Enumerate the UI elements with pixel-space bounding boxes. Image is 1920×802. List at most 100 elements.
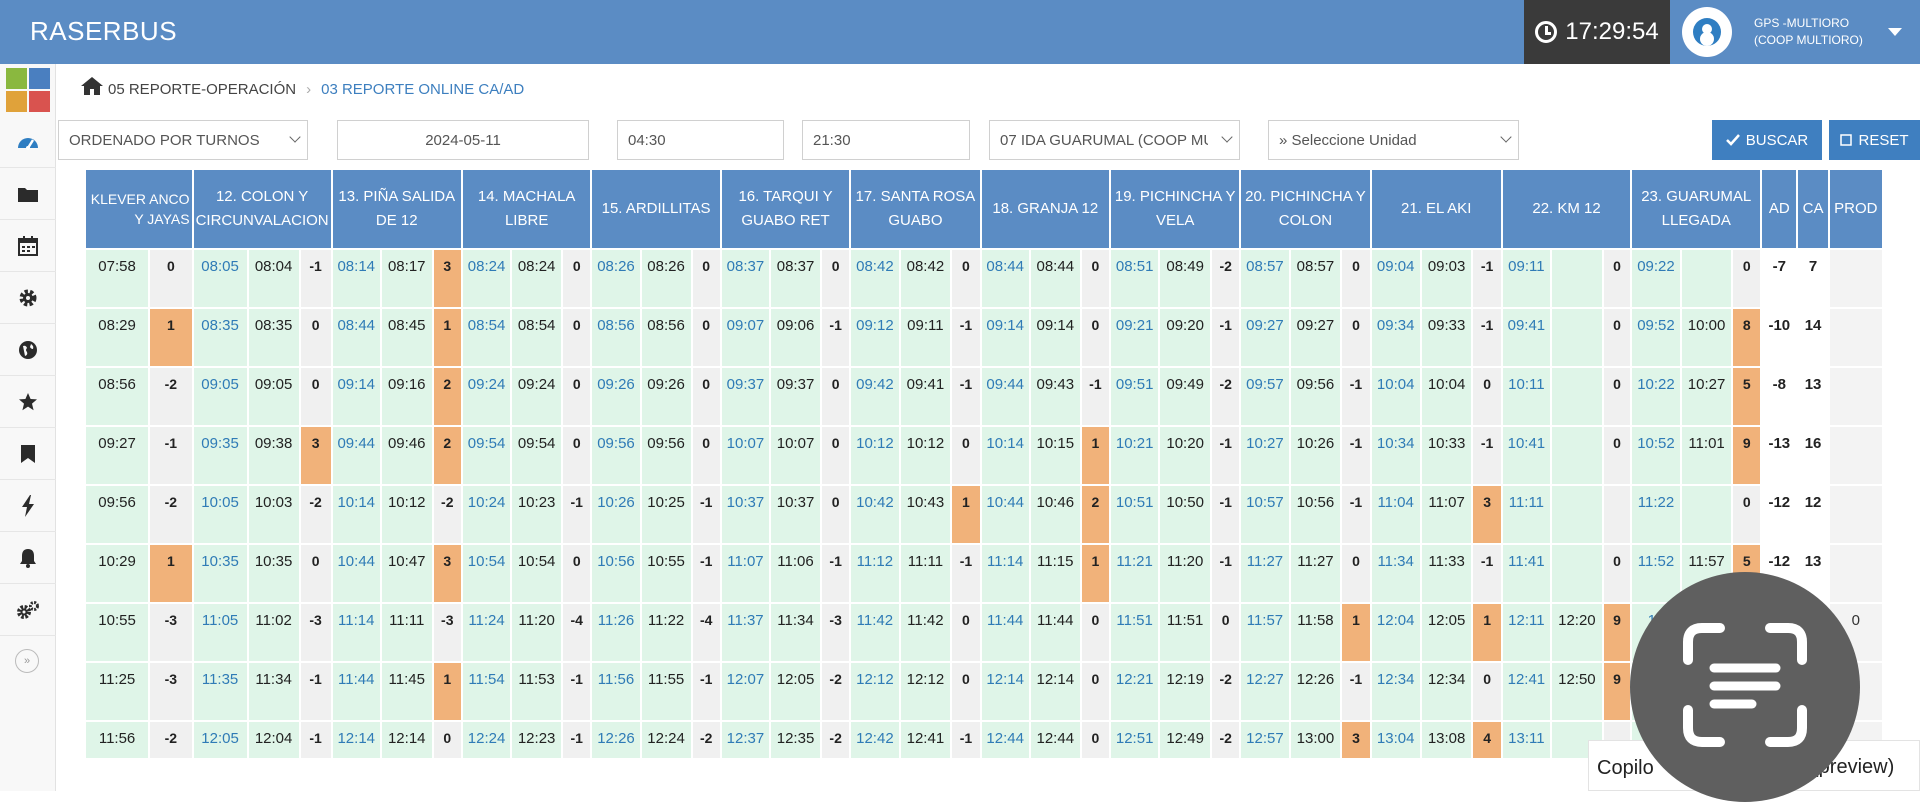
real-time-cell: 12:20 [1552,604,1602,661]
chevron-down-icon[interactable] [1888,28,1902,36]
bolt-icon[interactable] [0,480,56,532]
real-time-cell: 11:42 [900,604,951,661]
time-from-field[interactable]: 04:30 [617,120,784,160]
real-time-cell: 12:50 [1552,663,1602,720]
real-time-cell [1681,250,1732,307]
scan-text-icon[interactable] [1680,620,1810,750]
deviation-cell: -1 [1212,545,1240,602]
deviation-cell: -1 [1342,368,1370,425]
gears-icon[interactable] [0,584,56,636]
order-select[interactable]: ORDENADO POR TURNOS [58,120,308,160]
real-time-cell: 11:22 [641,604,691,661]
planned-time-cell: 11:27 [1241,545,1289,602]
planned-time-cell: 12:41 [1502,663,1550,720]
deviation-cell: -1 [1342,427,1370,484]
user-menu[interactable]: GPS -MULTIORO (COOP MULTIORO) [1670,0,1920,64]
real-time-cell: 08:57 [1290,250,1341,307]
planned-time-cell: 08:44 [332,309,380,366]
real-time-cell: 12:05 [771,663,820,720]
planned-time-cell: 12:14 [332,722,380,758]
table-row[interactable]: 09:56 -2 10:05 10:03 -2 10:14 10:12 -2 10:24 10:2… [86,486,1882,543]
deviation-cell: -1 [1342,486,1370,543]
planned-time-cell: 10:05 [193,486,247,543]
unit-select[interactable]: » Seleccione Unidad [1268,120,1519,160]
deviation-cell: 3 [300,427,331,484]
deviation-cell: 0 [1081,604,1110,661]
table-row[interactable]: 08:56 -2 09:05 09:05 0 09:14 09:16 2 09:24 09:24 0… [86,368,1882,425]
table-row[interactable]: 09:27 -1 09:35 09:38 3 09:44 09:46 2 09:54 09:54 0… [86,427,1882,484]
planned-time-cell: 12:34 [1371,663,1420,720]
deviation-cell: -2 [821,722,850,758]
time-to-field[interactable]: 21:30 [802,120,970,160]
planned-time-cell: 11:41 [1502,545,1550,602]
search-button-label: BUSCAR [1745,131,1809,149]
deviation-cell: 0 [1603,309,1631,366]
table-row[interactable]: 11:25 -3 11:35 11:34 -1 11:44 11:45 1 11:54 11:53… [86,663,1882,720]
real-time-cell: 10:35 [248,545,299,602]
report-table-container[interactable]: KLEVER ANCO Y JAYAS 12. COLON Y CIRCUNVAL… [86,170,1886,758]
table-row[interactable]: 07:58 0 08:05 08:04 -1 08:14 08:17 3 08:24 08:24 0… [86,250,1882,307]
clock-icon [1535,21,1558,43]
real-time-cell: 10:00 [1681,309,1732,366]
planned-time-cell: 08:24 [462,250,511,307]
deviation-cell: -1 [952,309,980,366]
gear-icon[interactable] [0,272,56,324]
real-time-cell: 11:56 [86,722,149,758]
chevron-down-icon [1221,131,1233,143]
search-button[interactable]: BUSCAR [1712,120,1822,160]
real-time-cell: 11:11 [900,545,951,602]
deviation-cell: 0 [563,309,591,366]
planned-time-cell: 09:44 [332,427,380,484]
collapse-sidebar-button[interactable]: » [15,649,39,673]
app-title[interactable]: RASERBUS [30,16,178,46]
real-time-cell: 11:15 [1030,545,1080,602]
avatar[interactable] [1682,7,1732,57]
dashboard-icon[interactable] [0,116,56,168]
table-row[interactable]: 10:55 -3 11:05 11:02 -3 11:14 11:11 -3 11:24 11:2… [86,604,1882,661]
planned-time-cell: 10:14 [981,427,1029,484]
deviation-cell: 1 [1081,427,1110,484]
planned-time-cell: 09:14 [981,309,1029,366]
planned-time-cell: 09:35 [193,427,247,484]
real-time-cell: 09:14 [1030,309,1080,366]
planned-time-cell: 12:27 [1241,663,1289,720]
planned-time-cell: 10:27 [1241,427,1289,484]
planned-time-cell: 09:57 [1241,368,1289,425]
ca-total-cell: 16 [1798,427,1828,484]
bell-icon[interactable] [0,532,56,584]
bookmark-icon[interactable] [0,428,56,480]
real-time-cell: 08:49 [1160,250,1211,307]
deviation-cell: -1 [952,368,980,425]
user-name[interactable]: GPS -MULTIORO (COOP MULTIORO) [1754,15,1874,49]
table-row[interactable]: 08:29 1 08:35 08:35 0 08:44 08:45 1 08:54 08:54 0 0… [86,309,1882,366]
deviation-cell: 0 [1603,545,1631,602]
real-time-cell: 12:35 [771,722,820,758]
folder-icon[interactable] [0,168,56,220]
real-time-cell: 10:25 [641,486,691,543]
planned-time-cell: 10:51 [1111,486,1159,543]
deviation-cell: -1 [1081,368,1110,425]
planned-time-cell: 10:24 [462,486,511,543]
calendar-icon[interactable] [0,220,56,272]
globe-icon[interactable] [0,324,56,376]
column-header: KLEVER ANCO Y JAYAS [86,170,192,248]
star-icon[interactable] [0,376,56,428]
prod-cell [1829,486,1882,543]
home-icon[interactable] [80,76,104,102]
deviation-cell: 0 [1342,545,1370,602]
breadcrumb-item-reporte-operacion[interactable]: 05 REPORTE-OPERACIÓN [108,80,297,98]
planned-time-cell: 11:52 [1632,545,1680,602]
real-time-cell: 10:23 [512,486,562,543]
unit-select-placeholder: » Seleccione Unidad [1279,131,1417,149]
reset-button[interactable]: RESET [1829,120,1920,160]
route-select[interactable]: 07 IDA GUARUMAL (COOP MU [989,120,1240,160]
breadcrumb-item-reporte-online[interactable]: 03 REPORTE ONLINE CA/AD [321,80,525,98]
date-field[interactable]: 2024-05-11 [337,120,589,160]
date-field-value: 2024-05-11 [425,131,501,149]
real-time-cell: 12:41 [900,722,951,758]
apps-grid-icon[interactable] [6,68,50,112]
planned-time-cell: 09:44 [981,368,1029,425]
deviation-cell: 0 [1733,486,1761,543]
real-time-cell: 12:23 [512,722,562,758]
table-row[interactable]: 10:29 1 10:35 10:35 0 10:44 10:47 3 10:54 10:54 0 1… [86,545,1882,602]
